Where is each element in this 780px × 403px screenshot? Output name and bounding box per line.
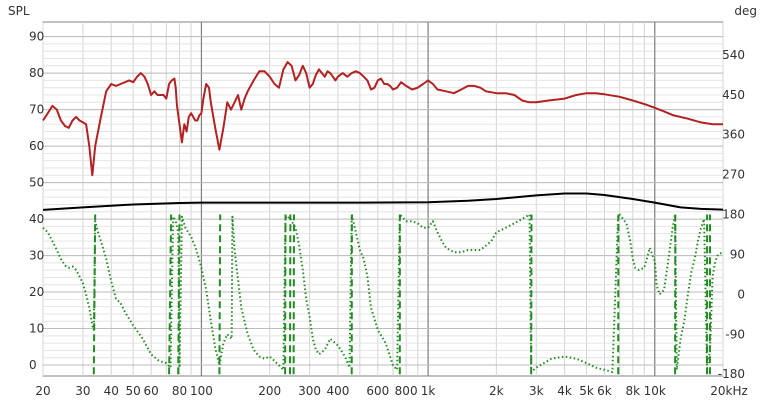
left-y-tick-label: 0 — [29, 358, 37, 372]
x-tick-label: 20kHz — [710, 384, 748, 398]
phase-wrap-line — [92, 214, 711, 375]
left-y-tick-label: 20 — [29, 285, 44, 299]
right-y-tick-label: 450 — [722, 88, 745, 102]
right-y-tick-label: 90 — [730, 247, 745, 261]
x-tick-label: 10k — [644, 384, 666, 398]
x-tick-label: 8k — [626, 384, 641, 398]
x-tick-label: 800 — [395, 384, 418, 398]
x-tick-label: 40 — [104, 384, 119, 398]
right-y-axis-ticks: -180 -90 0 90 180 270 360 450 540 — [718, 48, 745, 381]
left-y-tick-label: 50 — [29, 176, 44, 190]
plot-background — [42, 21, 724, 377]
left-y-tick-label: 10 — [29, 322, 44, 336]
x-tick-label: 1k — [421, 384, 436, 398]
left-y-tick-label: 90 — [29, 30, 44, 44]
x-tick-label: 600 — [366, 384, 389, 398]
left-y-tick-label: 70 — [29, 103, 44, 117]
x-tick-label: 400 — [326, 384, 349, 398]
right-y-tick-label: 0 — [737, 287, 745, 301]
x-axis-ticks: 20 30 40 50 60 80 100 200 300 400 600 800 1k 2k 3k 4k 5k… — [35, 384, 747, 398]
right-y-tick-label: 360 — [722, 128, 745, 142]
x-tick-label: 5k — [579, 384, 594, 398]
x-tick-label: 20 — [35, 384, 50, 398]
left-y-tick-label: 30 — [29, 249, 44, 263]
right-y-tick-label: 270 — [722, 168, 745, 182]
x-tick-label: 100 — [190, 384, 213, 398]
right-y-tick-label: -180 — [718, 367, 745, 381]
series-group — [42, 61, 724, 375]
left-y-tick-label: 40 — [29, 212, 44, 226]
x-tick-label: 2k — [489, 384, 504, 398]
right-y-tick-label: 180 — [722, 208, 745, 222]
x-tick-label: 4k — [557, 384, 572, 398]
x-tick-label: 3k — [529, 384, 544, 398]
x-tick-label: 6k — [597, 384, 612, 398]
phase-line — [42, 213, 724, 373]
group-delay-line — [42, 192, 724, 211]
x-tick-label: 200 — [258, 384, 281, 398]
left-y-tick-label: 80 — [29, 66, 44, 80]
x-tick-label: 300 — [298, 384, 321, 398]
left-axis-title: SPL — [8, 4, 30, 18]
right-y-tick-label: 540 — [722, 48, 745, 62]
x-tick-label: 80 — [172, 384, 187, 398]
right-axis-title: deg — [734, 4, 757, 18]
right-y-tick-label: -90 — [725, 327, 745, 341]
x-tick-label: 30 — [75, 384, 90, 398]
left-y-axis-ticks: 0 10 20 30 40 50 60 70 80 90 — [29, 30, 44, 372]
x-tick-label: 50 — [126, 384, 141, 398]
major-grid — [43, 22, 723, 376]
x-tick-label: 60 — [144, 384, 159, 398]
left-y-tick-label: 60 — [29, 139, 44, 153]
spl-line — [42, 61, 723, 177]
